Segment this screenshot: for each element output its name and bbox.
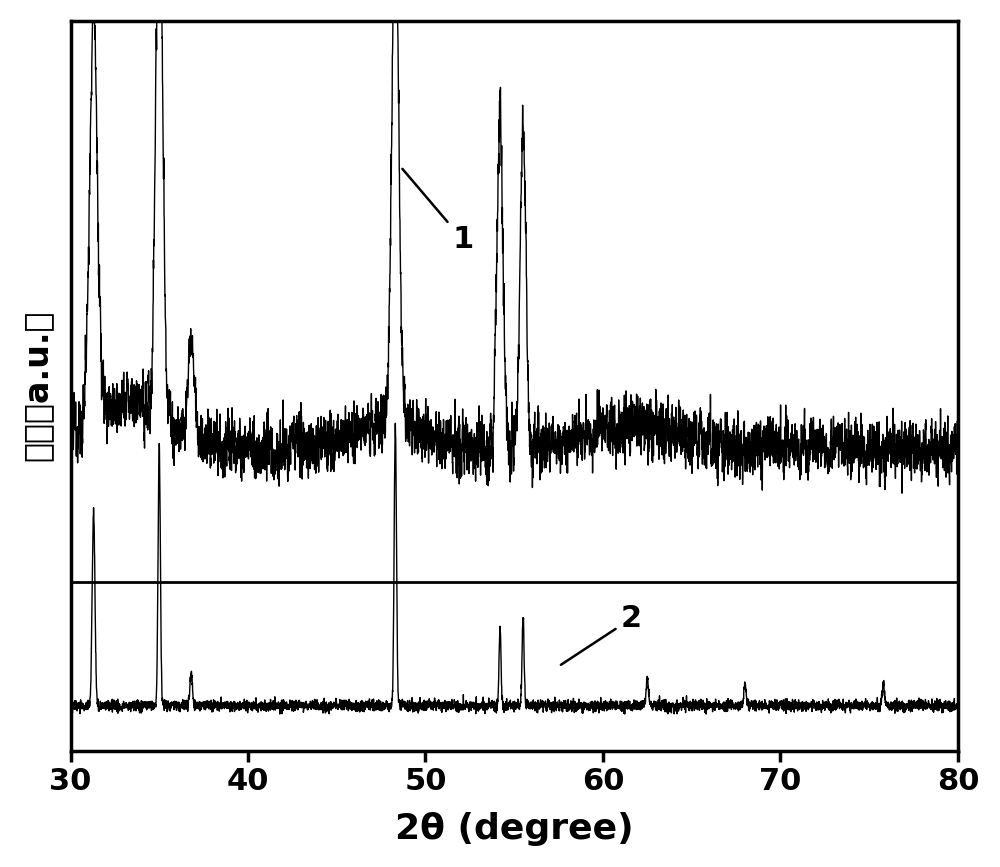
X-axis label: 2θ (degree): 2θ (degree) [395, 812, 634, 846]
Y-axis label: 强度（a.u.）: 强度（a.u.） [21, 310, 54, 461]
Text: 2: 2 [561, 604, 642, 665]
Text: 1: 1 [402, 169, 473, 254]
